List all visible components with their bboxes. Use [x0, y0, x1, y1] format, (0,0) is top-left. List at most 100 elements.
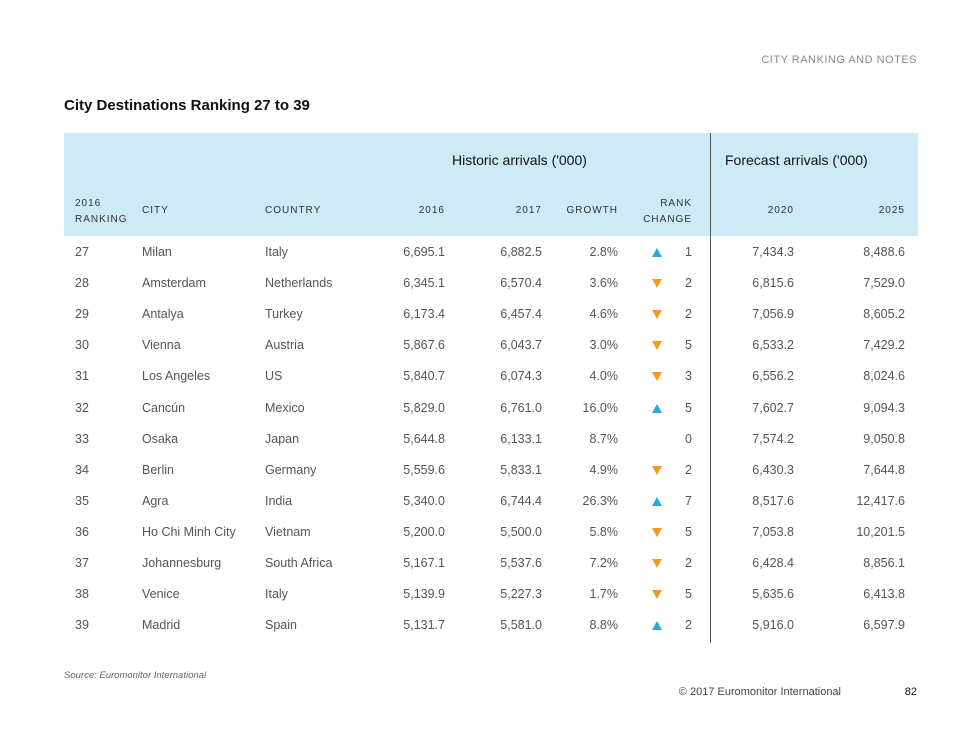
- cell: 8.7%: [589, 431, 619, 446]
- rank-arrow: [652, 559, 662, 568]
- cell: 5: [685, 587, 692, 602]
- cell: 6,133.1: [500, 431, 542, 446]
- rank-arrow: [652, 279, 662, 289]
- cell: Ho Chi Minh City: [142, 524, 236, 539]
- cell: Spain: [265, 618, 297, 633]
- title: City Destinations Ranking 27 to 39: [64, 97, 310, 114]
- cell: 26.3%: [582, 493, 618, 508]
- cell: 6,428.4: [752, 556, 794, 570]
- rank-arrow: [652, 465, 662, 475]
- cell: Netherlands: [265, 276, 333, 291]
- cell: 8,856.1: [863, 556, 905, 570]
- rank-arrow: [652, 372, 662, 382]
- cell: 38: [75, 587, 89, 602]
- cell: 5,833.1: [500, 462, 542, 477]
- cell: South Africa: [265, 556, 333, 570]
- cell: 6,457.4: [500, 307, 542, 322]
- cell: 5,200.0: [403, 524, 445, 539]
- rank-arrow: [652, 341, 662, 351]
- cell: 8,488.6: [863, 245, 905, 259]
- cell: 16.0%: [582, 400, 618, 415]
- cell: 1: [685, 245, 692, 259]
- cell: Cancún: [142, 400, 186, 415]
- cell: 0: [685, 431, 692, 446]
- cell: 35: [75, 493, 89, 508]
- cell: India: [265, 493, 293, 508]
- rank-arrow: [652, 590, 662, 600]
- cell: 5,500.0: [500, 524, 542, 539]
- cell: 6,173.4: [403, 307, 445, 322]
- rank-arrow: [652, 621, 662, 631]
- cell: 6,761.0: [500, 400, 542, 415]
- group-header: Forecast arrivals ('000): [725, 152, 868, 168]
- cell: 27: [75, 245, 89, 259]
- cell: 8,605.2: [863, 307, 905, 322]
- cell: 6,043.7: [500, 338, 542, 353]
- cell: 6,533.2: [752, 338, 794, 353]
- cell: 5,167.1: [403, 556, 445, 570]
- column-header: 2016: [418, 205, 445, 216]
- cell: 7,429.2: [863, 338, 905, 353]
- cell: 6,570.4: [500, 276, 542, 291]
- cell: 2: [685, 556, 692, 570]
- cell: 7,056.9: [752, 307, 794, 322]
- cell: Italy: [265, 587, 288, 602]
- cell: 4.6%: [589, 307, 619, 322]
- cell: 8,024.6: [863, 369, 905, 384]
- cell: 5,559.6: [403, 462, 445, 477]
- cell: Japan: [265, 431, 300, 446]
- cell: 5,840.7: [403, 369, 445, 384]
- cell: Vietnam: [265, 524, 311, 539]
- cell: 36: [75, 524, 89, 539]
- column-header: COUNTRY: [265, 205, 322, 216]
- cell: 2: [685, 307, 692, 322]
- cell: 5,867.6: [403, 338, 445, 353]
- rank-arrow: [652, 310, 662, 320]
- cell: 9,094.3: [863, 400, 905, 415]
- source: Source: Euromonitor International: [64, 670, 207, 681]
- cell: Austria: [265, 338, 304, 353]
- divider: [710, 133, 711, 643]
- cell: 7,529.0: [863, 276, 905, 291]
- cell: Berlin: [142, 462, 174, 477]
- cell: 6,597.9: [863, 618, 905, 633]
- cell: 7.2%: [589, 556, 619, 570]
- cell: 30: [75, 338, 89, 353]
- cell: 12,417.6: [856, 493, 905, 508]
- header-band: [64, 133, 918, 236]
- cell: 6,695.1: [403, 245, 445, 259]
- cell: 8,517.6: [752, 493, 794, 508]
- cell: Madrid: [142, 618, 181, 633]
- rank-arrow: [652, 248, 662, 257]
- cell: Los Angeles: [142, 369, 211, 384]
- cell: 2: [685, 618, 692, 633]
- cell: 5,916.0: [752, 618, 794, 633]
- cell: 2: [685, 462, 692, 477]
- cell: Italy: [265, 245, 288, 259]
- cell: 7,053.8: [752, 524, 794, 539]
- cell: Johannesburg: [142, 556, 222, 570]
- cell: Milan: [142, 245, 172, 259]
- cell: 7,434.3: [752, 245, 794, 259]
- copyright: © 2017 Euromonitor International: [678, 686, 841, 698]
- cell: 9,050.8: [863, 431, 905, 446]
- cell: Agra: [142, 493, 169, 508]
- cell: 37: [75, 556, 89, 570]
- cell: 5,139.9: [403, 587, 445, 602]
- cell: 10,201.5: [856, 524, 905, 539]
- column-header: RANK CHANGE: [643, 198, 692, 225]
- cell: 5: [685, 524, 692, 539]
- cell: 5,829.0: [403, 400, 445, 415]
- cell: 5: [685, 338, 692, 353]
- cell: 7: [685, 493, 692, 508]
- cell: 3.6%: [589, 276, 619, 291]
- column-header: 2016 RANKING: [75, 198, 128, 225]
- cell: 7,602.7: [752, 400, 794, 415]
- cell: Turkey: [265, 307, 303, 322]
- cell: 6,074.3: [500, 369, 542, 384]
- cell: 5,581.0: [500, 618, 542, 633]
- cell: Antalya: [142, 307, 184, 322]
- column-header: CITY: [142, 205, 169, 216]
- cell: US: [265, 369, 283, 384]
